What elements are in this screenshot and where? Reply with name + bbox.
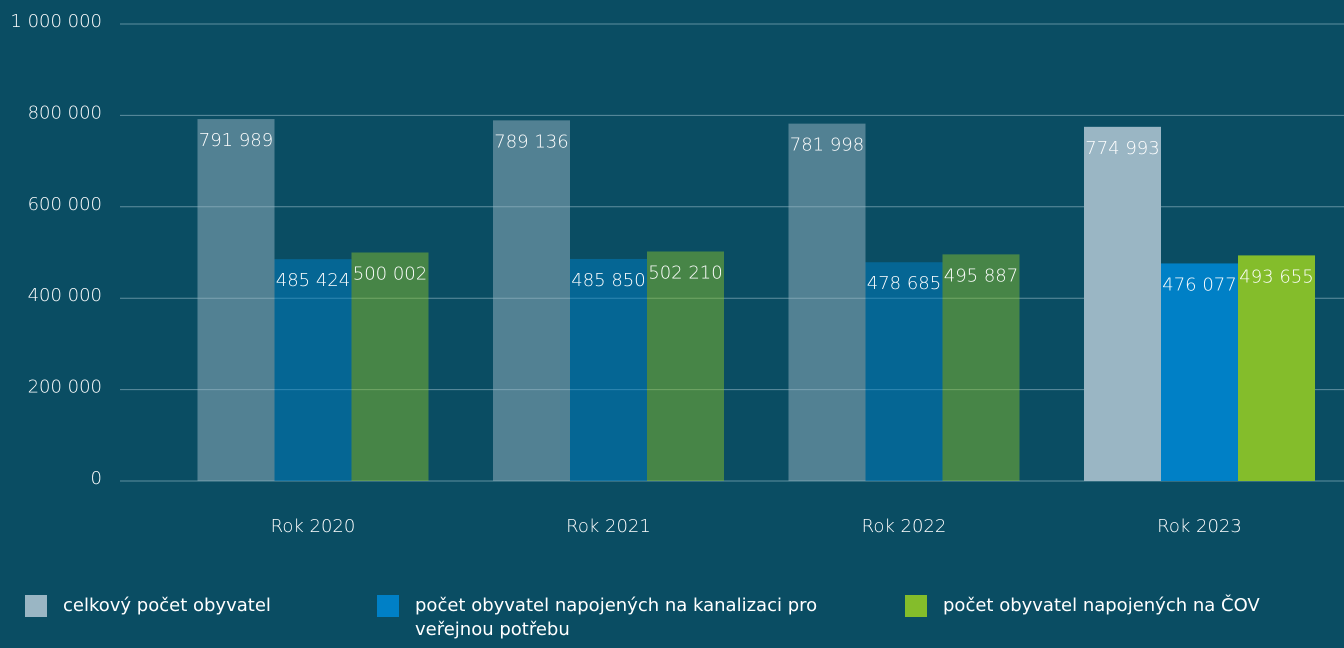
legend-label: celkový počet obyvatel	[63, 595, 271, 616]
y-tick-label: 0	[91, 468, 102, 489]
data-label: 502 210	[648, 262, 722, 283]
bar	[493, 120, 570, 482]
y-tick-label: 1 000 000	[10, 11, 102, 32]
legend-swatch	[905, 595, 927, 617]
bar	[1084, 126, 1161, 482]
legend-item: počet obyvatel napojených na ČOV	[905, 594, 1325, 618]
y-tick-label: 400 000	[28, 285, 102, 306]
data-label: 774 993	[1085, 138, 1159, 159]
chart: 0 200 000 400 000 600 000 800 000 1 000 000 79…	[10, 11, 1344, 537]
data-label: 476 077	[1162, 274, 1236, 295]
x-tick-label: Rok 2020	[271, 516, 356, 537]
data-label: 485 424	[276, 270, 350, 291]
y-tick-label: 600 000	[28, 194, 102, 215]
data-label: 781 998	[790, 135, 864, 156]
bar	[351, 252, 429, 481]
data-label: 791 989	[199, 130, 273, 151]
x-tick-label: Rok 2023	[1157, 516, 1242, 537]
legend-swatch	[377, 595, 399, 617]
data-label: 789 136	[494, 131, 568, 152]
bar	[865, 262, 943, 481]
bar	[1161, 263, 1238, 481]
legend-item: celkový počet obyvatel	[25, 594, 355, 618]
data-label: 478 685	[867, 273, 941, 294]
data-label: 485 850	[571, 270, 645, 291]
legend-item: počet obyvatel napojených na kanalizaci …	[377, 594, 847, 642]
legend-swatch	[25, 595, 47, 617]
bar	[942, 254, 1020, 481]
x-tick-label: Rok 2022	[862, 516, 947, 537]
bar	[647, 251, 724, 481]
legend-label: počet obyvatel napojených na ČOV	[943, 595, 1260, 616]
bar	[274, 259, 352, 481]
y-tick-label: 800 000	[28, 102, 102, 123]
data-label: 493 655	[1239, 266, 1313, 287]
bar	[570, 258, 647, 481]
bar	[1238, 255, 1315, 481]
bar	[197, 119, 275, 481]
x-tick-label: Rok 2021	[566, 516, 651, 537]
legend: celkový počet obyvatel počet obyvatel nap…	[0, 594, 1344, 648]
data-label: 500 002	[353, 263, 427, 284]
legend-label: počet obyvatel napojených na kanalizaci …	[415, 595, 818, 640]
y-tick-label: 200 000	[28, 377, 102, 398]
bar	[788, 123, 866, 481]
data-label: 495 887	[944, 265, 1018, 286]
